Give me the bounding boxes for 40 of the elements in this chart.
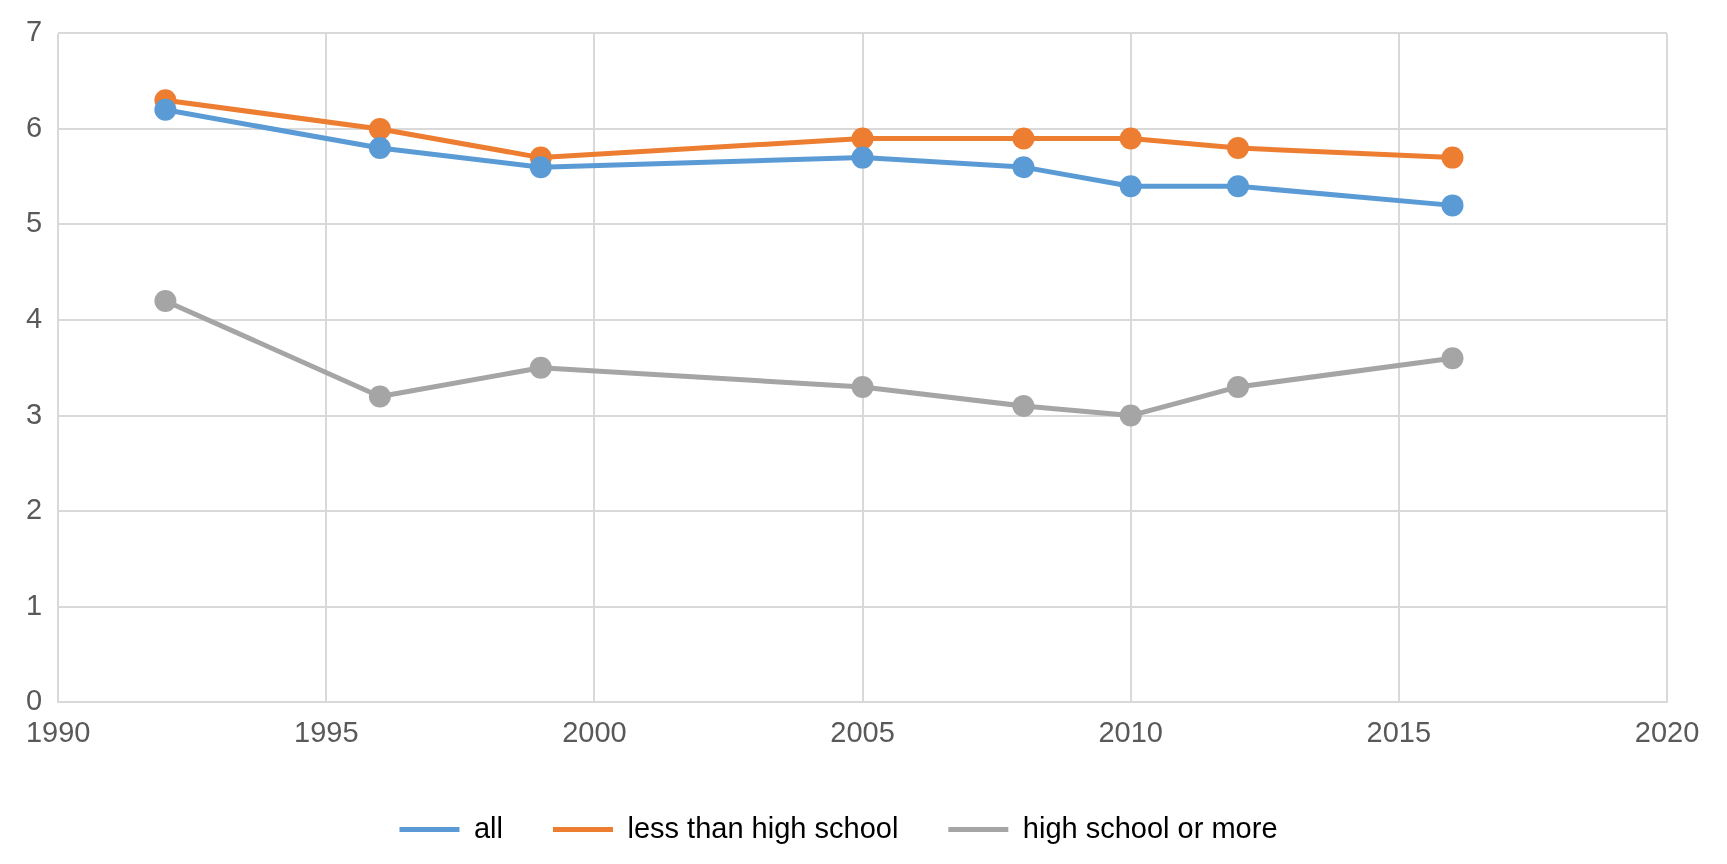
point <box>368 137 391 160</box>
x-tick-label: 1990 <box>25 715 91 748</box>
point <box>1012 395 1035 418</box>
point <box>529 156 552 179</box>
y-tick-label: 7 <box>25 15 43 48</box>
point <box>1441 347 1464 370</box>
legend-label: high school or more <box>1022 811 1278 844</box>
point <box>1119 127 1142 150</box>
y-tick-label: 1 <box>25 588 43 621</box>
point <box>1226 375 1249 398</box>
y-tick-label: 3 <box>25 397 43 430</box>
point <box>851 375 874 398</box>
point <box>1119 175 1142 198</box>
point <box>1441 146 1464 169</box>
point <box>154 98 177 121</box>
point <box>1119 404 1142 427</box>
x-tick-label: 2000 <box>562 715 627 748</box>
point <box>1012 127 1035 150</box>
point <box>1226 137 1249 160</box>
x-tick-label: 1995 <box>294 715 359 748</box>
x-tick-label: 2010 <box>1098 715 1163 748</box>
y-tick-label: 4 <box>25 302 43 335</box>
y-tick-label: 5 <box>25 206 43 239</box>
point <box>851 127 874 150</box>
point <box>368 385 391 408</box>
x-tick-label: 2020 <box>1634 715 1700 748</box>
y-tick-label: 6 <box>25 110 43 143</box>
point <box>154 289 177 312</box>
y-tick-label: 0 <box>25 684 43 717</box>
point <box>851 146 874 169</box>
x-tick-label: 2005 <box>830 715 895 748</box>
point <box>368 117 391 140</box>
x-tick-label: 2015 <box>1366 715 1432 748</box>
point <box>1012 156 1035 179</box>
point <box>1226 175 1249 198</box>
legend-label: all <box>473 811 503 844</box>
point <box>1441 194 1464 217</box>
legend-label: less than high school <box>627 811 899 844</box>
point <box>529 356 552 379</box>
y-tick-label: 2 <box>25 493 43 526</box>
